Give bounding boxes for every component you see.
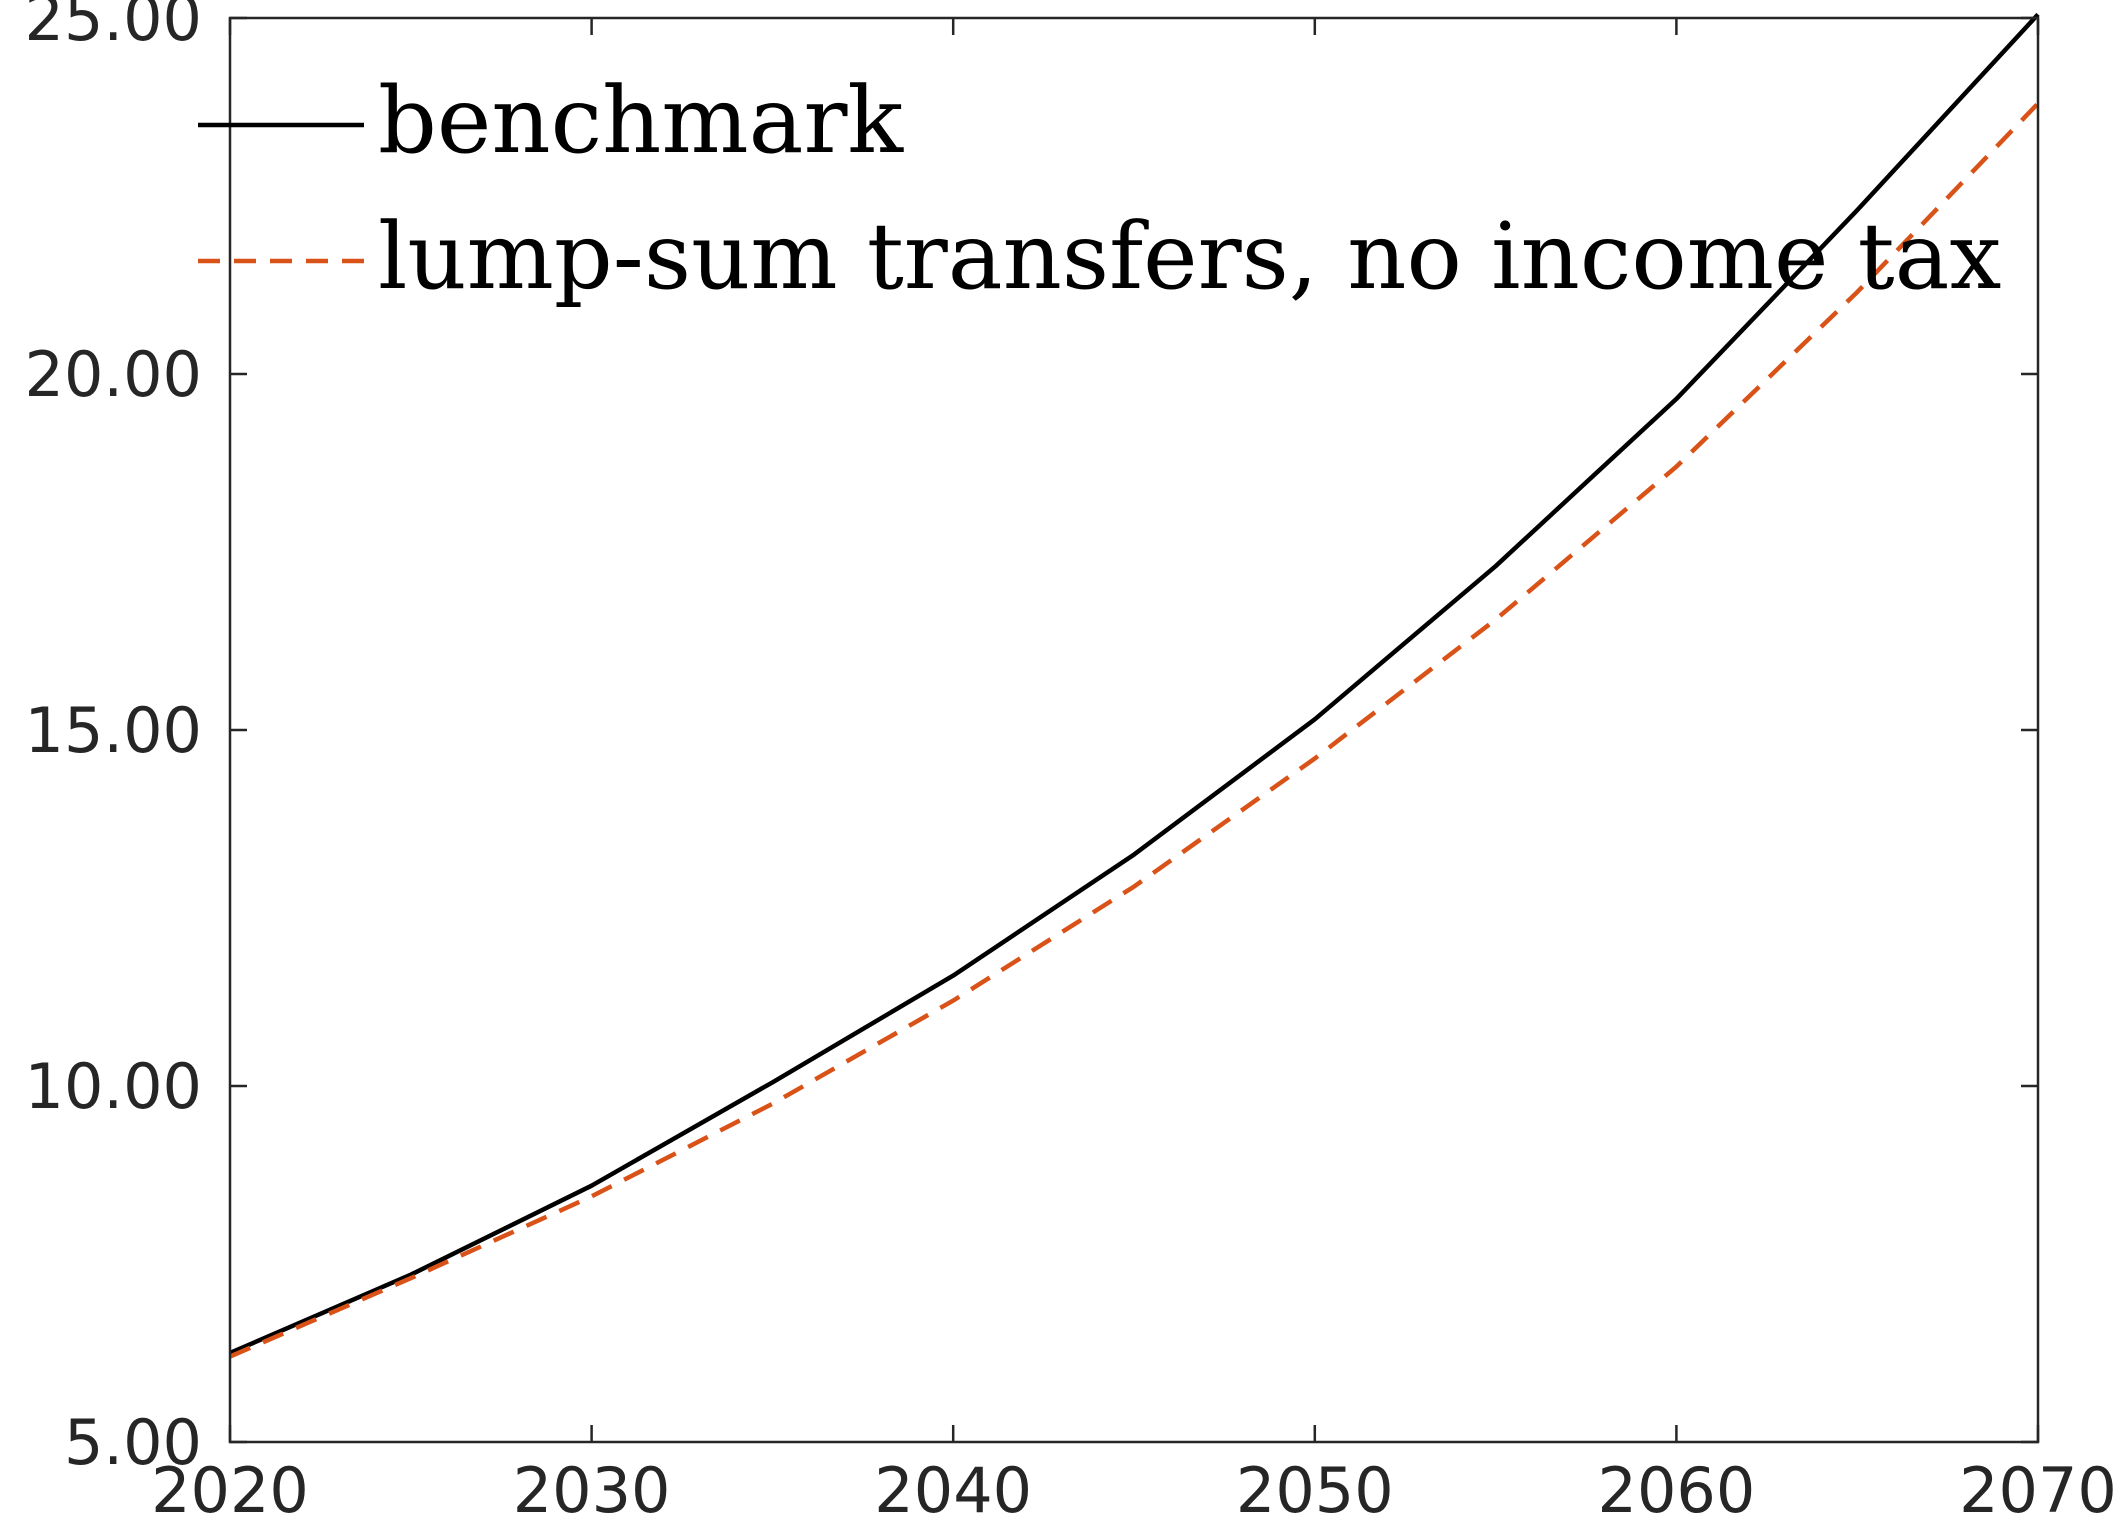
legend-label: benchmark — [378, 67, 904, 174]
x-tick-label: 2030 — [513, 1454, 671, 1527]
y-axis-tick-labels: 5.00 10.00 15.00 20.00 25.00 — [25, 0, 203, 1479]
y-tick-label: 25.00 — [25, 0, 203, 55]
x-tick-label: 2070 — [1959, 1454, 2117, 1527]
x-tick-label: 2050 — [1236, 1454, 1394, 1527]
y-tick-label: 5.00 — [64, 1406, 202, 1479]
legend: benchmark lump-sum transfers, no income t… — [198, 67, 2001, 310]
x-tick-label: 2040 — [874, 1454, 1032, 1527]
series-layer — [229, 12, 2040, 1359]
x-tick-label: 2020 — [151, 1454, 309, 1527]
y-tick-label: 10.00 — [25, 1050, 203, 1123]
series-line-2 — [229, 101, 2040, 1359]
y-tick-label: 20.00 — [25, 338, 203, 411]
x-axis-tick-labels: 2020 2030 2040 2050 2060 2070 — [151, 1454, 2117, 1527]
series-line-1 — [229, 12, 2040, 1356]
legend-label: lump-sum transfers, no income tax — [378, 203, 2001, 310]
tick-marks — [228, 16, 2040, 1444]
x-tick-label: 2060 — [1598, 1454, 1756, 1527]
y-tick-label: 15.00 — [25, 694, 203, 767]
